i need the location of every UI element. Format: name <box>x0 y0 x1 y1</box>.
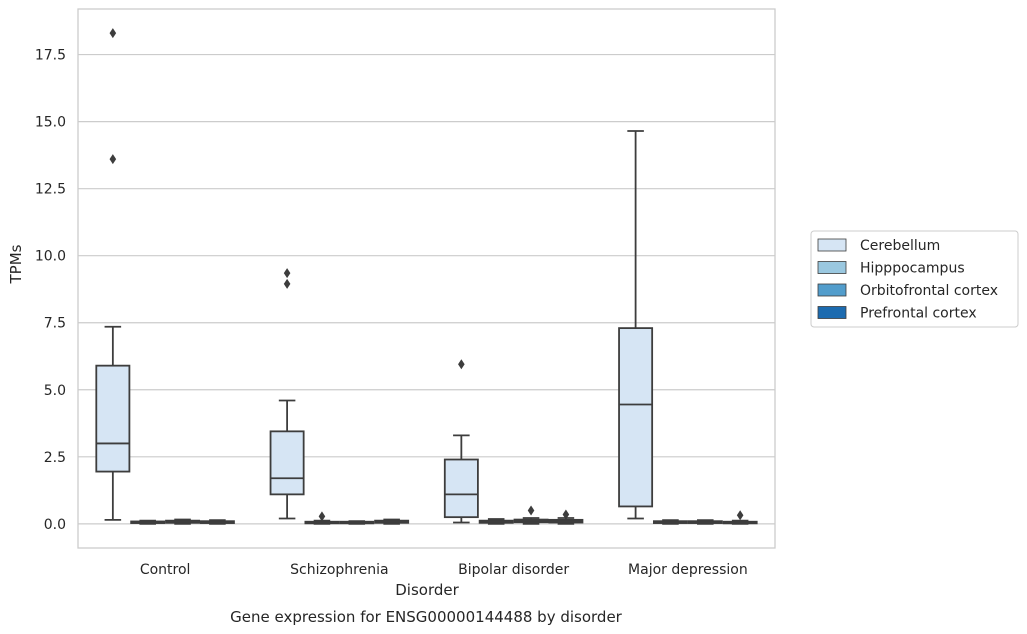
box-0-3 <box>199 519 235 525</box>
x-tick-label: Control <box>140 562 191 578</box>
outlier-point <box>283 268 291 279</box>
outlier-point <box>318 511 326 522</box>
box-2-1 <box>478 518 514 525</box>
box-0-2 <box>165 518 201 525</box>
legend-label: Cerebellum <box>860 238 940 254</box>
y-tick-label: 0.0 <box>44 517 66 533</box>
x-tick-label: Schizophrenia <box>290 562 388 578</box>
box-body <box>443 458 479 519</box>
outlier-point <box>527 505 535 516</box>
legend-items: Cerebellum Hipppocampus Orbitofrontal cort… <box>817 238 998 322</box>
box-0-1 <box>130 519 166 525</box>
gridlines <box>78 53 775 525</box>
box-1-3 <box>374 518 410 525</box>
box-3-1 <box>652 519 688 525</box>
legend-swatch <box>817 261 847 274</box>
box-3-0 <box>618 130 654 520</box>
x-tick-label: Bipolar disorder <box>458 562 569 578</box>
y-tick-label: 10.0 <box>35 249 66 265</box>
outlier-point <box>562 509 570 520</box>
legend: Cerebellum Hipppocampus Orbitofrontal cort… <box>810 230 1019 328</box>
y-tick-label: 17.5 <box>35 48 66 64</box>
y-tick-label: 12.5 <box>35 182 66 198</box>
box-body <box>269 430 305 496</box>
legend-label: Orbitofrontal cortex <box>860 283 998 299</box>
legend-label: Prefrontal cortex <box>860 306 977 322</box>
plot-frame <box>77 8 776 549</box>
box-3-3 <box>722 510 758 525</box>
outlier-point <box>458 359 465 370</box>
y-tick-labels: 0.0 2.5 5.0 7.5 10.0 12.5 15.0 17.5 <box>35 48 66 533</box>
y-tick-label: 7.5 <box>44 316 66 332</box>
y-axis-label: TPMs <box>7 244 25 284</box>
x-tick-labels: Control Schizophrenia Bipolar disorder Majo… <box>140 562 748 578</box>
box-2-3 <box>548 509 584 525</box>
box-2-2 <box>513 505 549 525</box>
legend-swatch <box>817 238 847 252</box>
y-tick-label: 2.5 <box>44 450 66 466</box>
y-tick-label: 15.0 <box>35 115 66 131</box>
outlier-point <box>109 154 117 165</box>
box-2-0 <box>443 359 479 524</box>
box-1-1 <box>304 511 340 525</box>
legend-swatch <box>817 283 847 297</box>
box-1-0 <box>269 268 305 520</box>
boxes <box>95 28 758 525</box>
legend-swatch <box>817 306 847 319</box>
box-body <box>618 327 654 508</box>
box-body <box>95 364 131 473</box>
outlier-point <box>283 278 291 289</box>
x-tick-label: Major depression <box>628 562 748 578</box>
box-0-0 <box>95 28 131 521</box>
outlier-point <box>736 510 744 521</box>
legend-label: Hipppocampus <box>860 261 965 277</box>
outlier-point <box>109 28 117 39</box>
y-tick-label: 5.0 <box>44 383 66 399</box>
chart-caption: Gene expression for ENSG00000144488 by d… <box>230 608 623 626</box>
legend-frame <box>810 230 1019 328</box>
box-1-2 <box>339 520 375 525</box>
x-axis-label: Disorder <box>395 581 459 599</box>
box-3-2 <box>687 519 723 525</box>
